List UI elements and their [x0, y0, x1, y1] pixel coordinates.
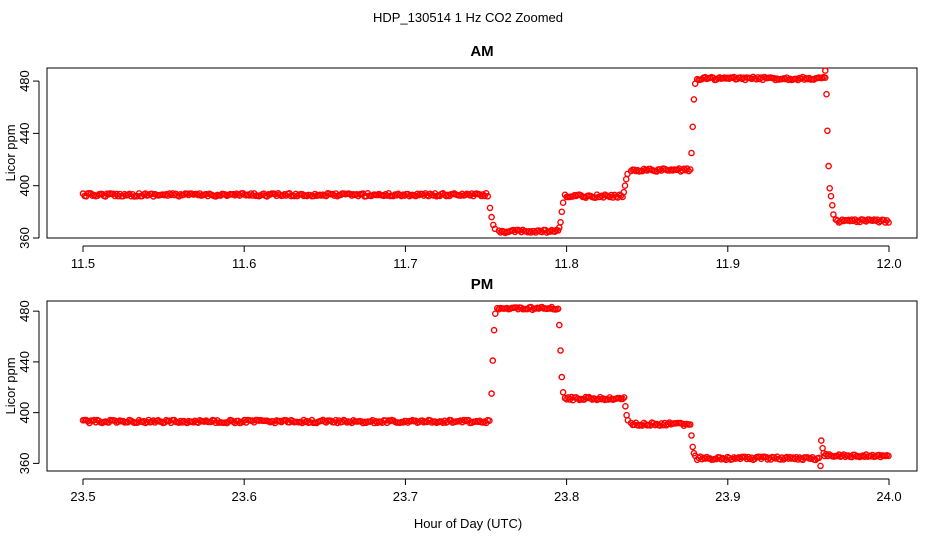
- data-point: [687, 421, 694, 428]
- data-point: [557, 347, 564, 354]
- y-tick-label: 360: [17, 453, 32, 475]
- data-point: [687, 166, 694, 173]
- data-point: [688, 432, 695, 439]
- x-tick-label: 23.8: [554, 489, 579, 504]
- data-point: [691, 452, 699, 460]
- x-tick-label: 11.5: [71, 256, 95, 271]
- data-point: [885, 219, 892, 226]
- data-point: [491, 310, 499, 318]
- data-points: [79, 67, 892, 237]
- data-point: [380, 192, 388, 200]
- data-point: [558, 208, 566, 216]
- data-point: [559, 199, 567, 206]
- data-point: [820, 449, 828, 457]
- data-point: [558, 373, 566, 381]
- chart-panels: AM Licor ppm 11.5 11.6 11.7 11.8 11.9 12.0 360 40…: [3, 43, 918, 504]
- data-point: [478, 192, 485, 200]
- data-point: [488, 390, 495, 397]
- data-point: [554, 227, 562, 234]
- y-tick-label: 440: [17, 351, 32, 373]
- data-point: [556, 321, 563, 329]
- y-tick-label: 440: [17, 123, 32, 145]
- data-points: [79, 303, 892, 470]
- data-point: [690, 96, 698, 103]
- y-tick-label: 400: [17, 175, 32, 197]
- panel-pm: PM Licor ppm 23.5 23.6 23.7 23.8 23.9 24.0 360 40…: [3, 276, 918, 504]
- data-point: [486, 204, 494, 212]
- data-point: [620, 188, 628, 196]
- data-point: [691, 80, 699, 87]
- data-point: [688, 149, 695, 157]
- data-point: [486, 417, 493, 425]
- panel-am: AM Licor ppm 11.5 11.6 11.7 11.8 11.9 12.0 360 40…: [3, 43, 918, 271]
- y-tick-label: 360: [17, 227, 32, 249]
- x-tick-label: 11.7: [393, 256, 417, 271]
- data-point: [554, 305, 562, 313]
- plot-frame: [46, 67, 918, 239]
- data-point: [824, 127, 831, 135]
- y-tick-label: 480: [17, 300, 32, 322]
- data-point: [823, 90, 830, 98]
- y-tick-label: 480: [17, 70, 32, 92]
- data-point: [624, 170, 631, 178]
- figure-x-axis-label: Hour of Day (UTC): [414, 516, 522, 531]
- y-axis-label: Licor ppm: [3, 124, 18, 181]
- x-tick-label: 11.6: [232, 256, 256, 271]
- data-point: [620, 394, 628, 401]
- data-point: [491, 225, 499, 233]
- x-tick-label: 23.5: [70, 489, 95, 504]
- data-point: [557, 218, 564, 226]
- data-point: [689, 123, 697, 131]
- x-tick-label: 23.6: [232, 489, 257, 504]
- data-point: [689, 443, 697, 451]
- data-point: [818, 437, 825, 444]
- data-point: [559, 388, 567, 396]
- data-point: [623, 411, 630, 419]
- x-tick-label: 24.0: [876, 489, 901, 504]
- data-point: [821, 74, 829, 81]
- data-point: [622, 175, 630, 183]
- data-point: [490, 326, 498, 334]
- data-point: [619, 395, 626, 403]
- data-point: [829, 201, 836, 209]
- data-point: [703, 453, 711, 461]
- data-point: [825, 162, 832, 170]
- data-point: [489, 357, 497, 364]
- y-tick-label: 400: [17, 402, 32, 424]
- data-point: [484, 192, 492, 200]
- data-point: [822, 67, 829, 74]
- panel-title: PM: [471, 276, 494, 293]
- data-point: [815, 454, 823, 462]
- x-tick-label: 11.8: [554, 256, 578, 271]
- data-point: [488, 213, 495, 221]
- data-point: [830, 211, 837, 218]
- data-point: [826, 184, 834, 192]
- data-point: [624, 416, 632, 424]
- x-tick-label: 23.7: [393, 489, 418, 504]
- x-tick-label: 23.9: [715, 489, 740, 504]
- figure-title: HDP_130514 1 Hz CO2 Zoomed: [373, 10, 563, 25]
- data-point: [685, 167, 693, 175]
- data-point: [817, 462, 824, 470]
- x-tick-label: 11.9: [716, 256, 740, 271]
- data-point: [885, 452, 892, 460]
- data-point: [827, 192, 835, 200]
- data-point: [622, 402, 629, 410]
- plot-frame: [46, 300, 918, 472]
- x-tick-label: 12.0: [876, 256, 901, 271]
- data-point: [621, 182, 629, 189]
- data-point: [551, 228, 559, 235]
- y-axis-label: Licor ppm: [3, 357, 18, 414]
- panel-title: AM: [470, 43, 493, 60]
